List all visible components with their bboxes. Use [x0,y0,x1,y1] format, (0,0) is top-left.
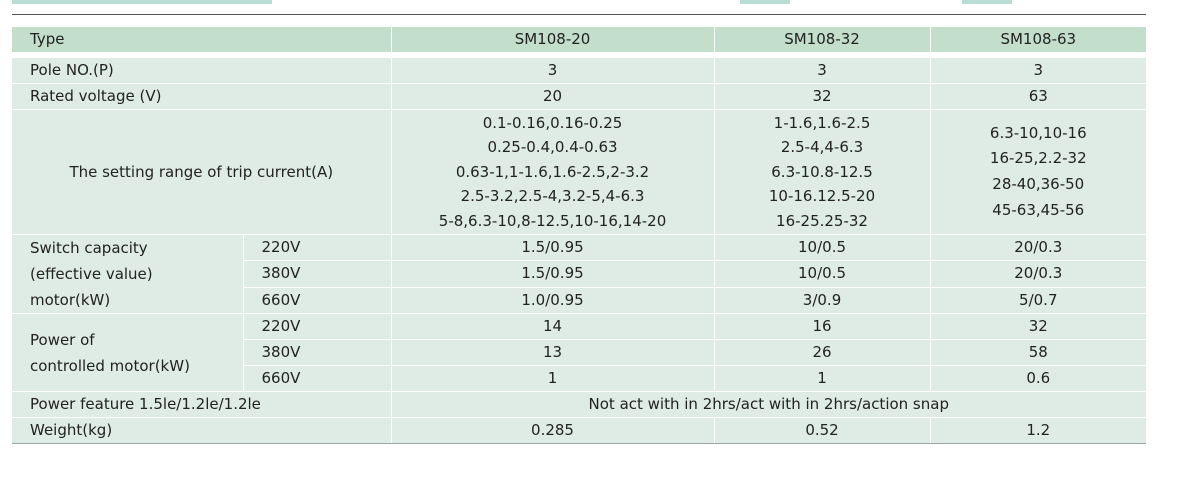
switch-capacity-label-line: (effective value) [30,265,153,283]
header-sm108-63: SM108-63 [930,27,1147,58]
switch-value: 1.5/0.95 [391,260,715,288]
power-value: 58 [930,339,1147,366]
power-value: 32 [930,313,1147,340]
controlled-motor-row: 660V 1 1 0.6 [12,365,1147,392]
pole-value: 3 [391,55,715,84]
switch-value: 10/0.5 [714,234,931,262]
switch-value: 20/0.3 [930,260,1147,288]
voltage-label: Rated voltage (V) [12,83,392,110]
voltage-value: 32 [714,83,931,110]
voltage-value: 20 [391,83,715,110]
switch-capacity-row: 380V 1.5/0.95 10/0.5 20/0.3 [12,260,1147,288]
power-feature-value: Not act with in 2hrs/act with in 2hrs/ac… [391,391,1147,418]
trip-range-line: 45-63,45-56 [992,200,1085,219]
header-sm108-20: SM108-20 [391,27,715,58]
trip-range-sm108-63: 6.3-10,10-16 16-25,2.2-32 28-40,36-50 45… [930,109,1147,235]
trip-range-line: 6.3-10.8-12.5 [771,162,873,181]
controlled-motor-row: 380V 13 26 58 [12,339,1147,366]
switch-capacity-row: Switch capacity (effective value) motor(… [12,234,1147,314]
weight-value: 0.52 [714,417,931,444]
switch-value: 5/0.7 [930,287,1147,315]
trip-range-line: 10-16.12.5-20 [768,187,876,206]
trip-range-line: 16-25.25-32 [776,211,868,230]
switch-value: 1.5/0.95 [391,234,715,262]
voltage-value: 63 [930,83,1147,110]
pole-value: 3 [930,55,1147,84]
trip-range-sm108-32: 1-1.6,1.6-2.5 2.5-4,4-6.3 6.3-10.8-12.5 … [714,109,931,235]
trip-range-sm108-20: 0.1-0.16,0.16-0.25 0.25-0.4,0.4-0.63 0.6… [391,109,715,235]
power-value: 1 [714,365,931,392]
voltage-660v: 660V [243,365,392,392]
trip-range-line: 28-40,36-50 [992,175,1085,193]
trip-range-line: 2.5-4,4-6.3 [780,138,864,157]
voltage-380v: 380V [243,339,392,366]
switch-value: 1.0/0.95 [391,287,715,315]
voltage-660v: 660V [243,287,392,315]
controlled-motor-label: Power of controlled motor(kW) [12,313,244,392]
switch-capacity-label-line: motor(kW) [30,291,111,309]
switch-value: 10/0.5 [714,260,931,288]
weight-row: Weight(kg) 0.285 0.52 1.2 [12,417,1147,444]
trip-range-line: 6.3-10,10-16 [989,123,1087,142]
controlled-motor-label-line: controlled motor(kW) [30,356,190,375]
trip-range-line: 0.63-1,1-1.6,1.6-2.5,2-3.2 [455,162,650,181]
pole-row: Pole NO.(P) 3 3 3 [12,55,1147,84]
top-divider [12,14,1146,15]
trip-current-row: The setting range of trip current(A) 0.1… [12,109,1147,235]
cropped-heading-fragment [12,0,272,4]
weight-label: Weight(kg) [12,417,392,444]
trip-range-line: 16-25,2.2-32 [989,149,1087,168]
power-value: 26 [714,339,931,366]
spec-table: Type SM108-20 SM108-32 SM108-63 Pole NO.… [12,27,1147,444]
power-feature-label: Power feature 1.5le/1.2le/1.2le [12,391,392,418]
power-feature-row: Power feature 1.5le/1.2le/1.2le Not act … [12,391,1147,418]
cropped-heading-fragment [962,0,1012,4]
switch-capacity-label-line: Switch capacity [30,239,148,257]
power-value: 1 [391,365,715,392]
voltage-220v: 220V [243,313,392,340]
weight-value: 0.285 [391,417,715,444]
switch-capacity-label: Switch capacity (effective value) motor(… [12,234,244,314]
controlled-motor-row: Power of controlled motor(kW) 220V 14 16… [12,313,1147,392]
power-value: 16 [714,313,931,340]
header-row: Type SM108-20 SM108-32 SM108-63 [12,27,1147,58]
power-value: 13 [391,339,715,366]
trip-range-line: 1-1.6,1.6-2.5 [773,113,871,132]
switch-capacity-row: 660V 1.0/0.95 3/0.9 5/0.7 [12,287,1147,315]
voltage-380v: 380V [243,260,392,288]
header-type: Type [12,27,392,58]
controlled-motor-label-line: Power of [30,330,95,349]
pole-label: Pole NO.(P) [12,55,392,84]
cropped-heading-fragment [740,0,790,4]
switch-value: 3/0.9 [714,287,931,315]
switch-value: 20/0.3 [930,234,1147,262]
trip-range-line: 2.5-3.2,2.5-4,3.2-5,4-6.3 [460,187,645,206]
voltage-row: Rated voltage (V) 20 32 63 [12,83,1147,110]
trip-range-line: 5-8,6.3-10,8-12.5,10-16,14-20 [438,211,667,230]
pole-value: 3 [714,55,931,84]
weight-value: 1.2 [930,417,1147,444]
trip-range-line: 0.25-0.4,0.4-0.63 [487,138,618,157]
trip-current-label: The setting range of trip current(A) [12,109,392,235]
power-value: 0.6 [930,365,1147,392]
header-sm108-32: SM108-32 [714,27,931,58]
trip-range-line: 0.1-0.16,0.16-0.25 [482,113,623,132]
power-value: 14 [391,313,715,340]
voltage-220v: 220V [243,234,392,262]
